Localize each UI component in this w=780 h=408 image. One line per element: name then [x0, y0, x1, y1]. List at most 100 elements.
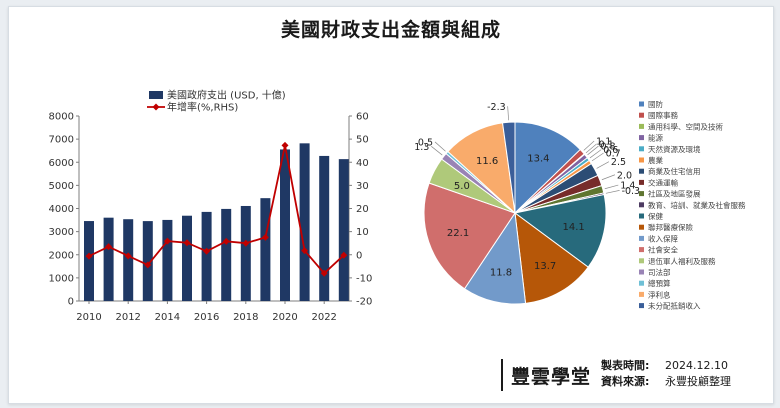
- pie-data-label: 0.1: [599, 139, 614, 150]
- x-tick-label: 2016: [194, 312, 219, 323]
- pie-data-label: 13.7: [534, 261, 556, 272]
- pie-legend-swatch: [639, 112, 644, 118]
- pie-legend-swatch: [639, 291, 644, 297]
- y2-tick-label: 0: [356, 250, 362, 261]
- pie-legend-swatch: [639, 224, 644, 230]
- y2-tick-label: -10: [356, 273, 372, 284]
- pie-leader-line: [434, 141, 446, 152]
- growth-marker-2013: [144, 261, 152, 269]
- pie-legend-swatch: [639, 146, 644, 152]
- pie-slice-11: [514, 211, 589, 304]
- pie-data-label: 13.4: [527, 154, 549, 165]
- growth-marker-2017: [222, 237, 230, 245]
- bar-spending-2017: [221, 208, 232, 301]
- x-tick-label: 2018: [233, 312, 258, 323]
- pie-legend-label: 未分配抵銷收入: [648, 301, 701, 311]
- growth-marker-2023: [340, 251, 348, 259]
- page-title: 美國財政支出金額與組成: [280, 19, 501, 41]
- legend-line-label: 年增率(%,RHS): [167, 101, 238, 114]
- y-tick-label: 6000: [49, 158, 74, 169]
- pie-data-label: 5.0: [454, 181, 470, 192]
- pie-leader-line: [585, 143, 597, 154]
- pie-data-label: -2.3: [487, 102, 506, 113]
- pie-legend-swatch: [639, 213, 644, 219]
- bar-spending-2021: [299, 143, 310, 301]
- y2-tick-label: 20: [356, 204, 369, 215]
- pie-legend-label: 保健: [648, 211, 663, 221]
- pie-legend-label: 社區及地區發展: [648, 189, 701, 199]
- y-tick-label: 3000: [49, 227, 74, 238]
- pie-data-label: 0.8: [600, 142, 615, 153]
- y2-tick-label: 10: [356, 227, 369, 238]
- pie-data-label: 22.1: [447, 228, 469, 239]
- brand-divider: [501, 359, 503, 391]
- pie-legend-swatch: [639, 258, 644, 264]
- x-tick-label: 2022: [311, 312, 336, 323]
- made-date-row: 製表時間: 2024.12.10: [601, 358, 731, 374]
- growth-marker-2010: [85, 252, 93, 260]
- pie-legend-swatch: [639, 269, 644, 275]
- pie-data-label: 2.5: [611, 157, 626, 168]
- pie-legend-label: 聯邦醫療保險: [648, 222, 693, 232]
- x-tick-label: 2012: [115, 312, 140, 323]
- pie-legend-label: 農業: [648, 155, 663, 165]
- pie-legend-label: 教育、培訓、就業及社會服務: [648, 200, 746, 210]
- chart-card: 美國財政支出金額與組成 0 1000 2000 3000 4000 5000 6000 700…: [8, 6, 774, 404]
- pie-leader-line: [587, 145, 599, 156]
- pie-legend-label: 退伍軍人福利及服務: [648, 256, 716, 266]
- pie-legend-swatch: [639, 191, 644, 197]
- pie-slice-13: [423, 182, 516, 290]
- pie-legend-label: 社會安全: [648, 245, 678, 255]
- x-tick-label: 2014: [155, 312, 180, 323]
- pie-leader-line: [605, 190, 620, 194]
- pie-legend-swatch: [639, 101, 644, 107]
- pie-data-label: 11.6: [476, 156, 498, 167]
- pie-legend-swatch: [639, 157, 644, 163]
- pie-legend-swatch: [639, 247, 644, 253]
- y-tick-label: 4000: [49, 204, 74, 215]
- pie-data-label: 0.6: [603, 145, 618, 156]
- legend-bar-label: 美國政府支出 (USD, 十億): [167, 89, 286, 102]
- growth-marker-2011: [105, 243, 113, 251]
- pie-legend-swatch: [639, 135, 644, 141]
- brand-meta: 製表時間: 2024.12.10 資料來源: 永豐投顧整理: [601, 358, 731, 390]
- pie-legend-label: 天然資源及環境: [648, 144, 701, 154]
- pie-legend-swatch: [639, 202, 644, 208]
- y2-tick-label: -20: [356, 297, 372, 308]
- pie-legend-swatch: [639, 123, 644, 129]
- growth-marker-2016: [203, 247, 211, 255]
- pie-leader-line: [589, 149, 602, 159]
- pie-legend-label: 國際事務: [648, 110, 678, 120]
- bar-spending-2012: [123, 219, 134, 301]
- pie-data-label: -0.3: [622, 186, 641, 197]
- bar-spending-2011: [103, 217, 114, 301]
- growth-marker-2019: [261, 233, 269, 241]
- pie-leader-line: [431, 146, 443, 156]
- pie-legend-swatch: [639, 168, 644, 174]
- x-tick-label: 2020: [272, 312, 297, 323]
- y-tick-label: 2000: [49, 250, 74, 261]
- y2-tick-label: 40: [356, 158, 369, 169]
- pie-legend-label: 總預算: [648, 278, 671, 288]
- pie-legend-label: 能源: [648, 133, 663, 143]
- brand-logo: 豐雲學堂: [511, 366, 592, 388]
- y-tick-label: 0: [68, 297, 74, 308]
- bar-spending-2020: [280, 149, 290, 301]
- pie-legend-swatch: [639, 280, 644, 286]
- legend-line-marker: [152, 103, 160, 111]
- pie-leader-line: [583, 140, 595, 151]
- pie-legend-label: 交通運輸: [648, 177, 678, 187]
- pie-legend-label: 司法部: [648, 267, 671, 277]
- y-tick-label: 5000: [49, 181, 74, 192]
- pie-leader-line: [604, 184, 619, 190]
- made-date-label: 製表時間:: [601, 359, 650, 372]
- pie-legend-label: 通用科學、空間及技術: [648, 121, 723, 131]
- bar-spending-2010: [84, 221, 94, 301]
- pie-data-label: 1.4: [620, 181, 635, 192]
- growth-marker-2022: [320, 269, 328, 277]
- bar-spending-2016: [201, 211, 212, 301]
- pie-data-label: 0.7: [606, 149, 621, 160]
- bar-spending-2023: [338, 159, 349, 301]
- y2-tick-label: 60: [356, 112, 369, 123]
- y-tick-label: 1000: [49, 273, 74, 284]
